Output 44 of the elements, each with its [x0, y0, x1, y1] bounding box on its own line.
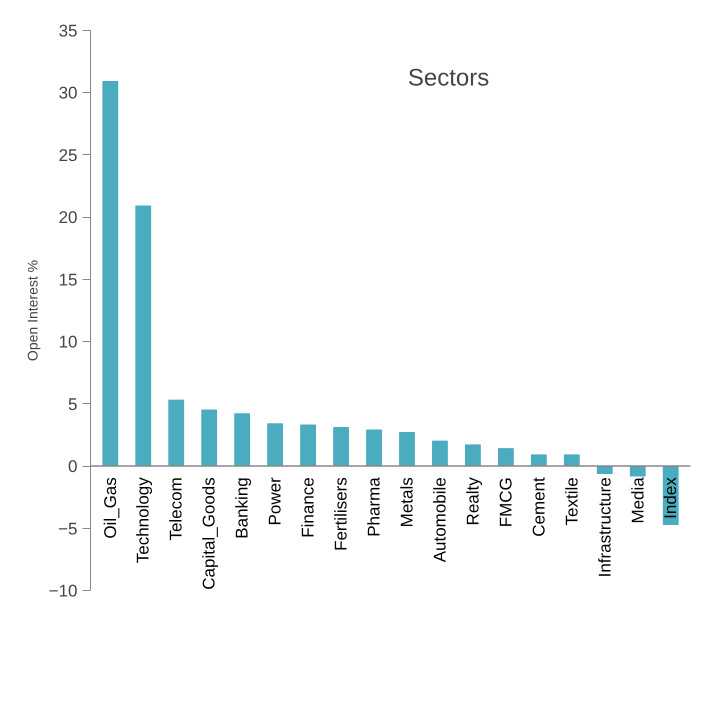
- bar: [432, 440, 448, 467]
- bar: [234, 413, 250, 467]
- y-tick-label: −10: [48, 582, 78, 600]
- x-tick-label: Pharma: [364, 476, 384, 537]
- x-tick-label: Metals: [397, 477, 416, 528]
- y-tick-label: 15: [58, 270, 78, 290]
- x-tick-label: Fertilisers: [332, 477, 351, 551]
- bar: [530, 454, 547, 467]
- bar: [399, 432, 415, 467]
- bar: [201, 410, 218, 467]
- bar: [267, 423, 284, 467]
- x-tick-label: Capital_Goods: [200, 477, 219, 590]
- bar: [102, 81, 118, 467]
- text: Sectors: [408, 64, 490, 92]
- x-tick-label: Realty: [463, 476, 482, 526]
- x-tick-label: Finance: [298, 477, 318, 538]
- x-tick-label: Oil_Gas: [100, 477, 120, 539]
- x-tick-label: Automobile: [430, 477, 450, 562]
- x-tick-label: Banking: [232, 477, 252, 539]
- bar: [366, 429, 382, 467]
- x-tick-label: Cement: [529, 476, 548, 537]
- y-tick-label: 35: [58, 22, 78, 40]
- x-tick-label: Power: [266, 476, 285, 526]
- y-tick-label: 0: [68, 457, 78, 476]
- y-tick-label: 25: [58, 146, 78, 165]
- y-tick-label: 20: [58, 208, 78, 228]
- x-tick-label: Textile: [562, 477, 582, 526]
- y-tick-label: 10: [58, 332, 78, 352]
- y-tick-label: 5: [68, 394, 78, 414]
- bar: [168, 400, 184, 467]
- bar: [135, 205, 152, 467]
- bar: [498, 448, 514, 467]
- y-tick-label: 30: [58, 84, 78, 103]
- x-tick-label: Media: [628, 476, 648, 524]
- bar: [333, 426, 349, 467]
- x-tick-label: Infrastructure: [595, 477, 614, 578]
- x-tick-label: FMCG: [496, 477, 516, 528]
- x-tick-label: Technology: [134, 476, 153, 564]
- bar: [465, 444, 481, 467]
- bar: [300, 424, 316, 467]
- x-tick-label: Index: [661, 476, 680, 519]
- y-axis-title: Open Interest %: [24, 260, 41, 362]
- y-tick-label: −5: [58, 519, 78, 538]
- x-tick-label: Telecom: [166, 477, 186, 541]
